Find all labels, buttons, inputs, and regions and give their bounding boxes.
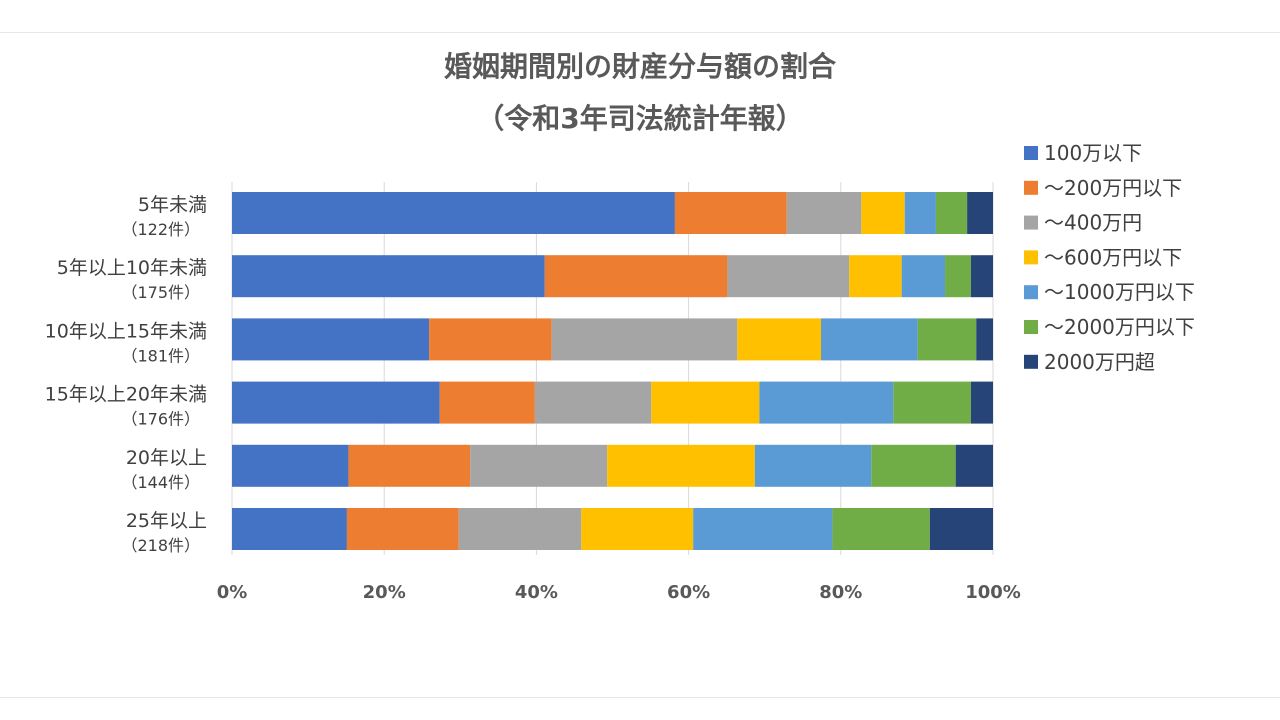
bottom-divider: [0, 697, 1280, 698]
category-count-label: （122件）: [121, 220, 200, 239]
bar-segment: [871, 444, 956, 487]
bar-segment: [348, 444, 471, 487]
legend-swatch: [1024, 285, 1038, 300]
bar-segment: [917, 318, 977, 361]
bar-segment: [821, 318, 918, 361]
bar-segment: [893, 381, 971, 424]
bar-segment: [832, 508, 930, 550]
legend-label: ～1000万円以下: [1044, 280, 1195, 304]
x-tick-label: 0%: [217, 582, 248, 603]
bar-segment: [346, 508, 459, 550]
legend-label: ～2000万円以下: [1044, 315, 1195, 339]
legend-label: ～600万円以下: [1044, 245, 1182, 269]
bar-segment: [232, 255, 545, 298]
bar-segment: [967, 192, 993, 234]
bar-segment: [674, 192, 787, 234]
bar-segment: [935, 192, 968, 234]
legend-label: 2000万円超: [1044, 350, 1155, 374]
legend-swatch: [1024, 215, 1038, 230]
chart-title: 婚姻期間別の財産分与額の割合: [444, 50, 837, 83]
category-label: 25年以上: [126, 510, 207, 532]
legend-swatch: [1024, 180, 1038, 195]
bar-segment: [232, 508, 347, 550]
category-count-label: （181件）: [121, 346, 200, 365]
x-tick-label: 100%: [965, 582, 1021, 603]
bar-segment: [534, 381, 652, 424]
bar-segment: [970, 255, 993, 298]
category-label: 5年未満: [138, 194, 207, 216]
gridlines: [231, 182, 994, 555]
top-divider: [0, 32, 1280, 33]
bar-segment: [232, 381, 440, 424]
bar-segment: [861, 192, 905, 234]
bar-segment: [786, 192, 862, 234]
x-tick-label: 20%: [363, 582, 406, 603]
category-count-label: （218件）: [121, 536, 200, 555]
bar-segment: [929, 508, 993, 550]
bar-segment: [232, 444, 349, 487]
category-count-label: （175件）: [121, 283, 200, 302]
bar-segment: [737, 318, 822, 361]
legend-label: ～400万円: [1044, 211, 1142, 235]
bar-segment: [581, 508, 694, 550]
bar-segment: [693, 508, 833, 550]
category-count-label: （176件）: [121, 410, 200, 429]
bar-segment: [232, 318, 430, 361]
category-label: 5年以上10年未満: [57, 257, 207, 279]
bar-segment: [470, 444, 608, 487]
legend-label: ～200万円以下: [1044, 176, 1182, 200]
bar-segment: [904, 192, 936, 234]
legend-swatch: [1024, 354, 1038, 369]
category-labels: 5年未満 （122件） 5年以上10年未満 （175件） 10年以上15年未満 （181件…: [45, 194, 207, 555]
category-label: 15年以上20年未満: [45, 384, 207, 406]
x-axis-ticks: 0% 20% 40% 60% 80% 100%: [217, 582, 1021, 603]
legend-label: 100万以下: [1044, 141, 1142, 165]
x-tick-label: 40%: [515, 582, 558, 603]
bars: [232, 192, 993, 550]
legend-swatch: [1024, 250, 1038, 265]
legend-swatch: [1024, 146, 1038, 160]
bar-segment: [458, 508, 582, 550]
bar-segment: [901, 255, 946, 298]
bar-segment: [232, 192, 675, 234]
bar-segment: [651, 381, 760, 424]
bar-segment: [439, 381, 535, 424]
bar-segment: [429, 318, 552, 361]
bar-segment: [970, 381, 993, 424]
bar-segment: [849, 255, 902, 298]
bar-segment: [754, 444, 872, 487]
x-tick-label: 80%: [819, 582, 862, 603]
category-label: 20年以上: [126, 447, 207, 469]
bar-segment: [544, 255, 728, 298]
bar-segment: [976, 318, 993, 361]
bar-segment: [759, 381, 894, 424]
bar-segment: [607, 444, 755, 487]
bar-segment: [955, 444, 993, 487]
category-count-label: （144件）: [121, 473, 200, 492]
bar-segment: [551, 318, 738, 361]
chart-subtitle: （令和3年司法統計年報）: [476, 102, 803, 135]
bar-segment: [727, 255, 850, 298]
category-label: 10年以上15年未満: [45, 320, 207, 342]
legend-swatch: [1024, 320, 1038, 334]
bar-segment: [945, 255, 971, 298]
x-tick-label: 60%: [667, 582, 710, 603]
legend: 100万以下 ～200万円以下 ～400万円 ～600万円以下 ～1000万円以下 ～20…: [1024, 141, 1195, 374]
